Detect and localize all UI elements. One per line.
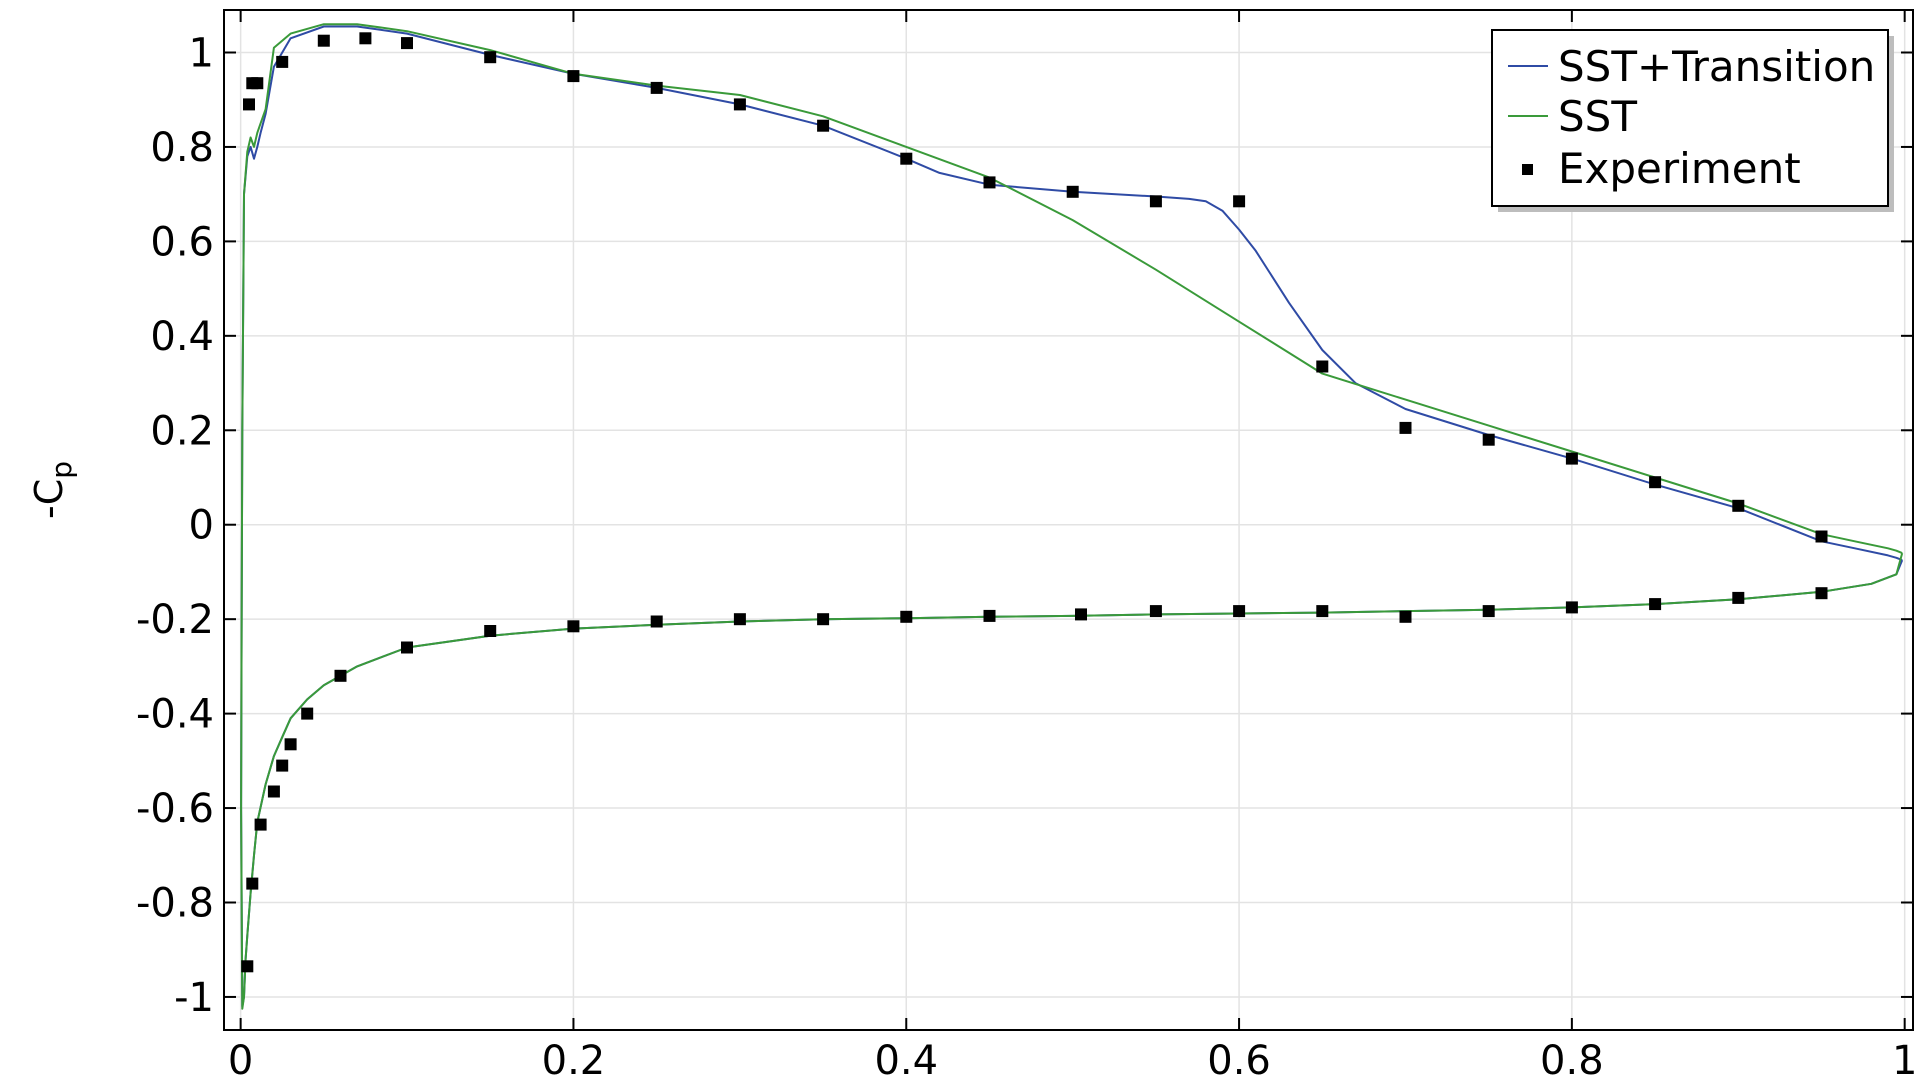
experiment-point <box>276 759 289 772</box>
experiment-point <box>484 51 497 64</box>
axis-ticks <box>224 10 1913 1030</box>
y-tick-label: 0.4 <box>150 314 214 360</box>
experiment-point <box>1075 608 1087 621</box>
y-tick-label: 1 <box>189 31 214 77</box>
gridlines <box>224 10 1913 1030</box>
experiment-point <box>1649 598 1662 611</box>
experiment-point <box>276 55 289 68</box>
experiment-point <box>1732 499 1745 512</box>
y-tick-label: 0.6 <box>150 219 214 265</box>
y-tick-label: -0.6 <box>136 786 214 832</box>
experiment-point <box>251 77 264 90</box>
x-tick-label: 1 <box>1892 1038 1917 1080</box>
x-tick-label: 0.8 <box>1540 1038 1604 1080</box>
experiment-point <box>484 625 497 637</box>
experiment-point <box>1399 421 1412 434</box>
x-tick-label: 0.4 <box>874 1038 938 1080</box>
y-tick-label: -1 <box>174 975 214 1021</box>
experiment-point <box>254 818 267 831</box>
y-tick-label: 0.2 <box>150 408 214 454</box>
experiment-point <box>567 70 580 83</box>
experiment-point <box>733 98 746 111</box>
experiment-point <box>401 37 413 50</box>
experiment-point <box>359 32 372 45</box>
experiment-point <box>733 613 746 626</box>
experiment-point <box>1399 610 1412 623</box>
experiment-point <box>817 613 830 626</box>
experiment-point <box>1149 605 1162 618</box>
y-axis-label: -Cp <box>27 461 78 519</box>
experiment-point <box>650 615 663 628</box>
legend-box <box>1491 29 1889 207</box>
experiment-point <box>983 609 996 622</box>
y-tick-label: -0.8 <box>136 881 214 927</box>
experiment-point <box>900 610 913 623</box>
legend-label-sst-transition: SST+Transition <box>1558 42 1875 91</box>
legend-label-sst: SST <box>1558 92 1637 141</box>
experiment-point <box>567 620 580 633</box>
y-tick-label: -0.4 <box>136 692 214 738</box>
experiment-point <box>401 641 413 654</box>
experiment-point <box>267 785 280 798</box>
experiment-point <box>243 98 255 111</box>
plot-frame <box>223 9 1914 1031</box>
experiment-point <box>983 176 996 189</box>
experiment-point <box>1316 605 1329 618</box>
experiment-point <box>1565 601 1578 614</box>
experiment-point <box>1233 605 1246 618</box>
experiment-point <box>284 738 297 751</box>
experiment-point <box>241 960 254 973</box>
series-line-1 <box>240 23 1904 1010</box>
legend: SST+Transition SST Experiment <box>1491 29 1894 212</box>
legend-marker-experiment <box>1522 164 1533 175</box>
experiment-point <box>1649 476 1662 489</box>
x-tick-label: 0.2 <box>542 1038 606 1080</box>
experiment-point <box>334 669 347 682</box>
experiment-point <box>1482 605 1495 618</box>
y-tick-label: 0.8 <box>150 125 214 171</box>
experiment-point <box>1149 195 1162 208</box>
experiment-point <box>900 152 913 165</box>
legend-label-experiment: Experiment <box>1558 144 1801 193</box>
tick-labels: 0 0.2 0.4 0.6 0.8 1 -1 -0.8 -0.6 -0.4 -0.2 0 0.2 0.4 0… <box>136 31 1917 1080</box>
y-tick-label: -0.2 <box>136 597 214 643</box>
experiment-point <box>246 877 259 890</box>
experiment-point <box>317 34 330 47</box>
experiment-point <box>1233 195 1246 208</box>
experiment-point <box>1482 433 1495 446</box>
y-tick-label: 0 <box>189 503 214 549</box>
y-axis-label-main: -C <box>27 479 71 519</box>
experiment-point <box>1815 530 1828 543</box>
experiment-point <box>1732 591 1745 604</box>
plot-area <box>240 23 1904 1010</box>
experiment-point <box>301 707 314 720</box>
experiment-point <box>1815 587 1828 600</box>
experiment-point <box>1565 452 1578 465</box>
x-tick-label: 0 <box>228 1038 253 1080</box>
x-tick-label: 0.6 <box>1207 1038 1271 1080</box>
experiment-point <box>1066 185 1079 198</box>
experiment-point <box>650 81 663 94</box>
experiment-point <box>1316 360 1329 373</box>
experiment-point <box>817 119 830 132</box>
y-axis-label-subscript: p <box>45 461 78 479</box>
